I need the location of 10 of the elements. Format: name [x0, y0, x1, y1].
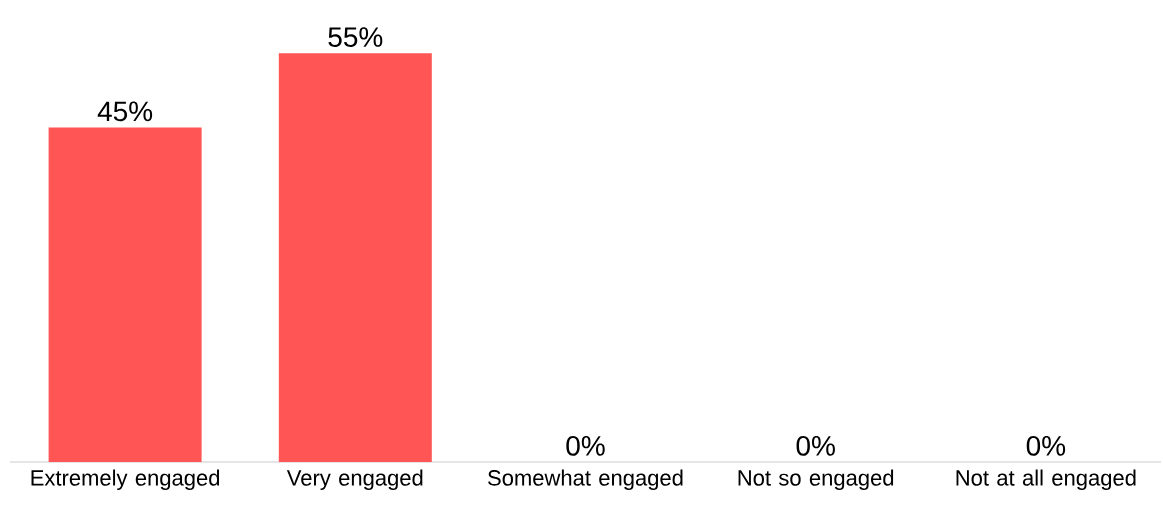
x-tick-label: Not at all engaged — [956, 469, 1136, 491]
x-tick-label: Very engaged — [286, 469, 423, 491]
x-tick-label: Not so engaged — [738, 469, 894, 491]
data-label: 45% — [97, 101, 153, 122]
x-tick-label: Extremely engaged — [31, 469, 220, 491]
x-tick-label: Somewhat engaged — [488, 469, 683, 491]
data-label: 0% — [796, 435, 835, 456]
data-label: 55% — [328, 27, 383, 47]
data-label: 0% — [566, 435, 605, 456]
data-label: 0% — [1026, 435, 1066, 456]
